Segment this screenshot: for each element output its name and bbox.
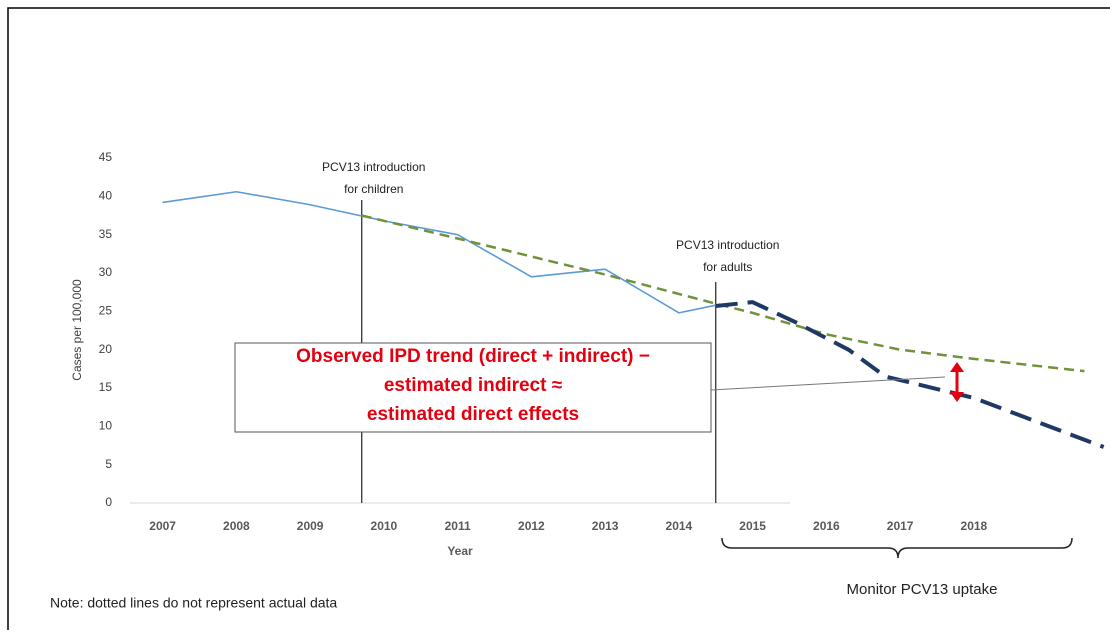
x-axis-label: Year xyxy=(447,544,473,558)
difference-arrow xyxy=(950,362,964,402)
x-tick-label: 2016 xyxy=(813,519,840,533)
y-tick-label: 35 xyxy=(99,227,113,241)
x-tick-label: 2008 xyxy=(223,519,250,533)
x-tick-label: 2009 xyxy=(297,519,324,533)
y-tick-label: 20 xyxy=(99,342,113,356)
x-tick-label: 2011 xyxy=(445,519,471,533)
callout-connector xyxy=(710,376,946,391)
callout-text: estimated direct effects xyxy=(367,404,579,425)
y-tick-label: 5 xyxy=(105,457,112,471)
x-tick-label: 2012 xyxy=(518,519,545,533)
y-tick-label: 30 xyxy=(99,265,113,279)
x-tick-label: 2017 xyxy=(887,519,914,533)
x-tick-label: 2007 xyxy=(149,519,176,533)
annotation-text: for children xyxy=(344,182,403,196)
y-tick-label: 45 xyxy=(99,150,113,164)
callout-box xyxy=(234,342,712,433)
y-tick-label: 15 xyxy=(99,380,113,394)
x-tick-label: 2013 xyxy=(592,519,619,533)
y-axis-label: Cases per 100,000 xyxy=(70,279,84,381)
x-tick-label: 2015 xyxy=(739,519,766,533)
x-tick-label: 2018 xyxy=(961,519,988,533)
y-tick-label: 40 xyxy=(99,189,113,203)
y-tick-label: 10 xyxy=(99,419,113,433)
callout-text: estimated indirect ≈ xyxy=(384,375,563,396)
x-tick-label: 2010 xyxy=(371,519,398,533)
note: Note: dotted lines do not represent actu… xyxy=(50,595,337,611)
brace xyxy=(721,537,1073,559)
y-tick-label: 0 xyxy=(105,495,112,509)
annotation-text: PCV13 introduction xyxy=(676,238,779,252)
brace-label: Monitor PCV13 uptake xyxy=(847,581,998,598)
series-line xyxy=(162,190,716,314)
x-tick-label: 2014 xyxy=(666,519,693,533)
series-line xyxy=(361,214,1085,373)
callout-text: Observed IPD trend (direct + indirect) − xyxy=(296,346,650,367)
annotation-text: for adults xyxy=(703,260,752,274)
frame xyxy=(7,7,1110,635)
series-line xyxy=(715,300,1105,449)
annotation-text: PCV13 introduction xyxy=(322,160,425,174)
y-tick-label: 25 xyxy=(99,304,113,318)
